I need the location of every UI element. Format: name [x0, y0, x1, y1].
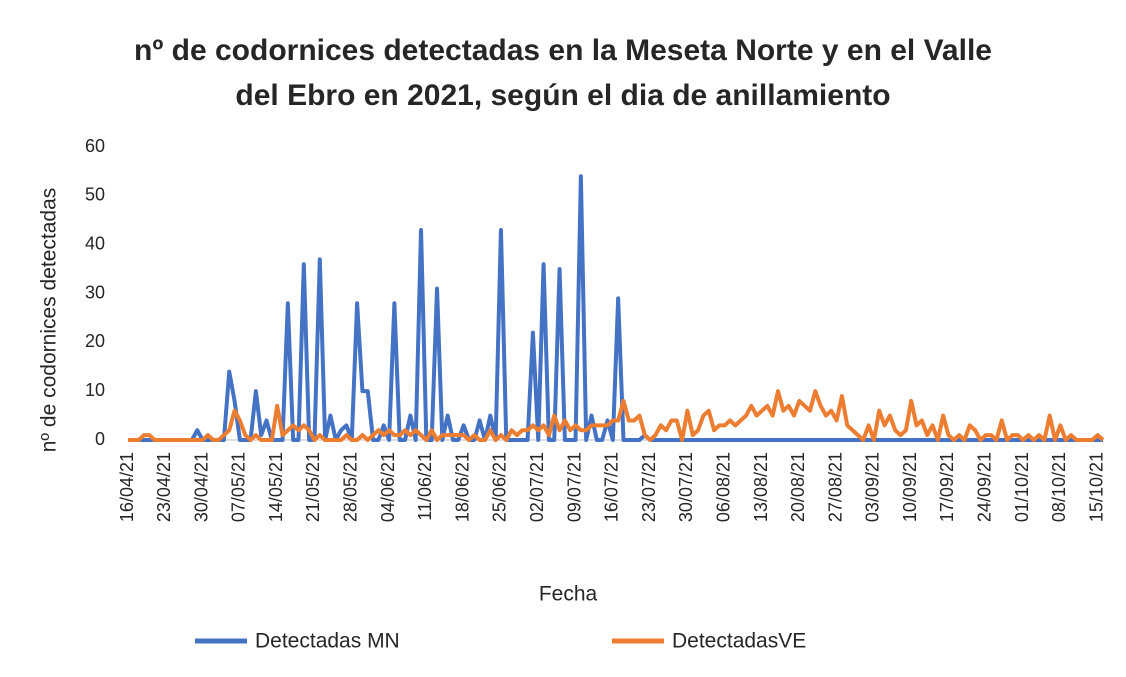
- x-tick-label: 04/06/21: [378, 452, 398, 522]
- x-tick-label: 02/07/21: [527, 452, 547, 522]
- x-tick-label: 10/09/21: [900, 452, 920, 522]
- x-tick-label: 30/04/21: [191, 452, 211, 522]
- x-tick-label: 17/09/21: [937, 452, 957, 522]
- x-tick-label: 07/05/21: [229, 452, 249, 522]
- x-tick-label: 21/05/21: [303, 452, 323, 522]
- x-tick-label: 30/07/21: [676, 452, 696, 522]
- y-tick-label: 10: [85, 380, 105, 400]
- legend-label: DetectadasVE: [672, 630, 806, 653]
- x-axis-title: Fecha: [539, 583, 598, 606]
- legend-label: Detectadas MN: [255, 630, 400, 653]
- y-tick-label: 50: [85, 185, 105, 205]
- y-axis-title: nº de codornices detectadas: [38, 188, 61, 453]
- x-tick-label: 23/04/21: [154, 452, 174, 522]
- chart-title: nº de codornices detectadas en la Meseta…: [134, 34, 992, 112]
- x-tick-label: 23/07/21: [639, 452, 659, 522]
- x-tick-label: 20/08/21: [788, 452, 808, 522]
- x-tick-label: 28/05/21: [341, 452, 361, 522]
- x-tick-label: 18/06/21: [452, 452, 472, 522]
- data-line: [128, 174, 1103, 442]
- y-tick-label: 30: [85, 282, 105, 302]
- x-tick-label: 11/06/21: [415, 452, 435, 521]
- x-tick-label: 15/10/21: [1086, 452, 1106, 522]
- x-tick-label: 03/09/21: [863, 452, 883, 522]
- y-tick-label: 40: [85, 233, 105, 253]
- x-tick-label: 16/04/21: [117, 452, 137, 522]
- data-line: [128, 389, 1105, 442]
- x-tick-label: 06/08/21: [713, 452, 733, 522]
- x-tick-label: 25/06/21: [490, 452, 510, 522]
- y-tick-label: 60: [85, 136, 105, 156]
- y-tick-label: 20: [85, 331, 105, 351]
- x-tick-label: 09/07/21: [564, 452, 584, 522]
- x-tick-label: 24/09/21: [975, 452, 995, 522]
- y-tick-label: 0: [95, 429, 105, 449]
- x-tick-label: 14/05/21: [266, 452, 286, 522]
- x-tick-label: 16/07/21: [602, 452, 622, 522]
- x-tick-label: 13/08/21: [751, 452, 771, 522]
- x-tick-label: 08/10/21: [1049, 452, 1069, 522]
- x-tick-label: 27/08/21: [825, 452, 845, 522]
- x-tick-label: 01/10/21: [1012, 452, 1032, 522]
